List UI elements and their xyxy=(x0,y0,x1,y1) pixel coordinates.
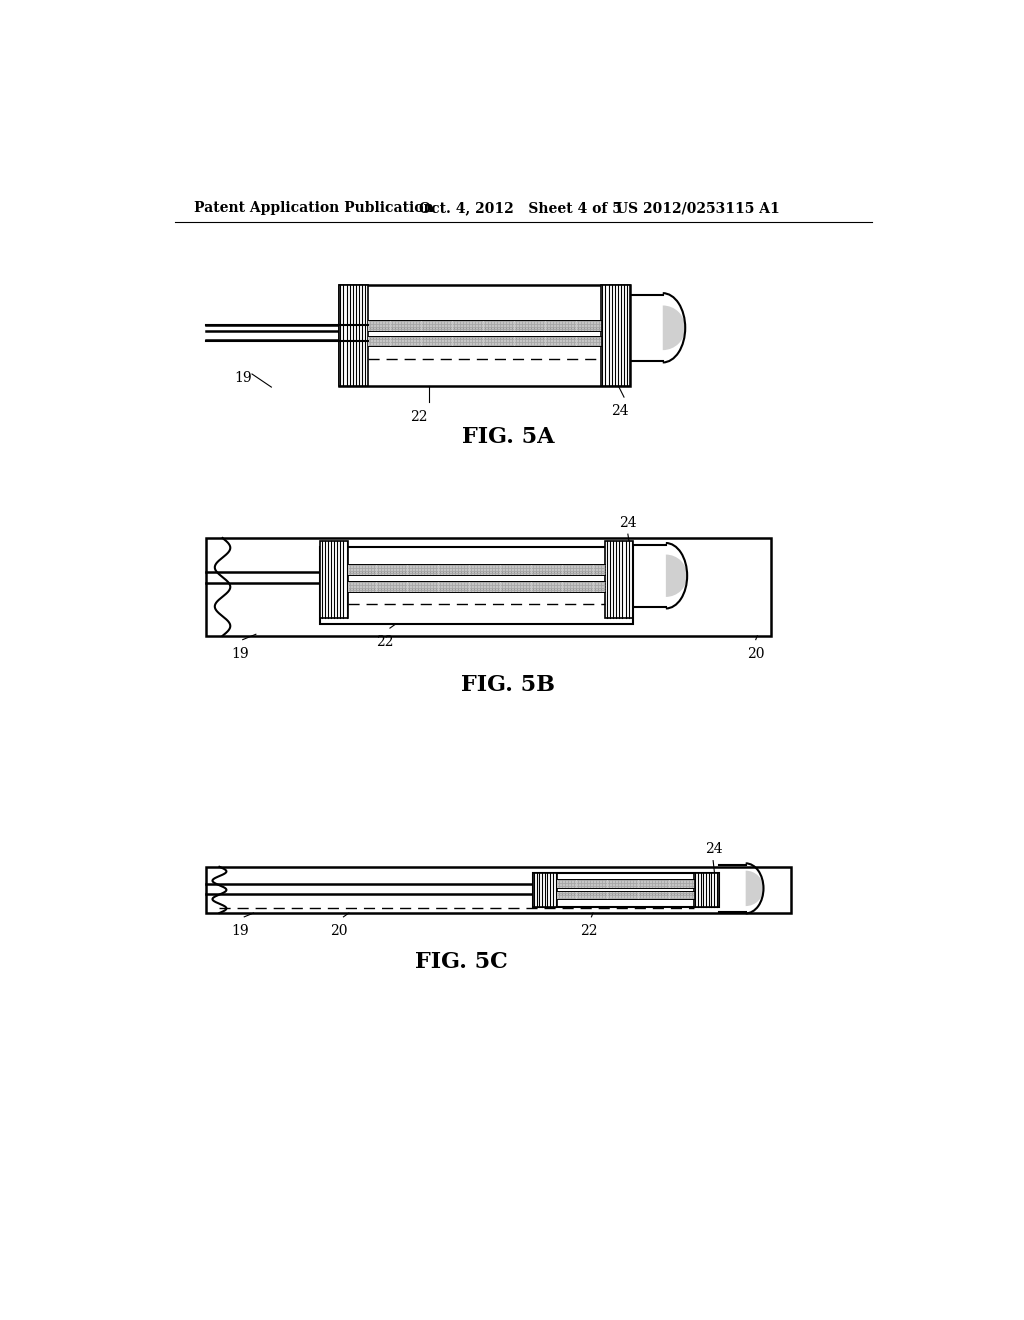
Text: Patent Application Publication: Patent Application Publication xyxy=(194,202,433,215)
Bar xyxy=(693,873,719,907)
Text: FIG. 5B: FIG. 5B xyxy=(461,675,555,697)
Wedge shape xyxy=(663,305,685,350)
Bar xyxy=(321,548,633,624)
Bar xyxy=(557,879,693,887)
Bar xyxy=(339,285,630,385)
Text: 22: 22 xyxy=(377,635,394,649)
Text: 22: 22 xyxy=(410,411,427,424)
Bar xyxy=(206,867,791,913)
Text: 19: 19 xyxy=(233,371,252,385)
Wedge shape xyxy=(666,554,687,597)
Bar xyxy=(601,285,630,385)
Bar xyxy=(321,541,348,618)
Text: 22: 22 xyxy=(581,924,598,937)
Text: 20: 20 xyxy=(746,647,765,660)
Bar xyxy=(206,539,771,636)
Text: US 2012/0253115 A1: US 2012/0253115 A1 xyxy=(616,202,780,215)
Bar xyxy=(605,541,633,618)
Text: 19: 19 xyxy=(231,924,249,937)
Bar xyxy=(532,873,719,907)
Bar xyxy=(369,321,601,331)
Bar xyxy=(348,581,605,591)
Wedge shape xyxy=(745,871,764,906)
Text: 19: 19 xyxy=(231,647,249,660)
Bar xyxy=(369,335,601,346)
Text: 24: 24 xyxy=(620,516,637,531)
Bar xyxy=(339,285,369,385)
Text: 20: 20 xyxy=(330,924,347,937)
Bar xyxy=(532,873,557,907)
Text: 24: 24 xyxy=(706,842,723,855)
Text: FIG. 5C: FIG. 5C xyxy=(415,952,508,974)
Text: FIG. 5A: FIG. 5A xyxy=(462,425,554,447)
Bar xyxy=(557,891,693,899)
Bar xyxy=(348,564,605,576)
Text: Oct. 4, 2012   Sheet 4 of 5: Oct. 4, 2012 Sheet 4 of 5 xyxy=(419,202,622,215)
Text: 24: 24 xyxy=(611,404,629,418)
